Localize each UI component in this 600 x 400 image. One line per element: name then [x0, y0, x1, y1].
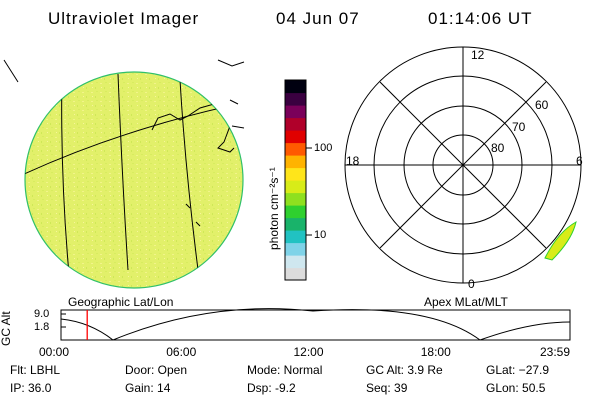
aurora-patch	[544, 221, 577, 261]
colorbar-band	[285, 130, 306, 144]
colorbar-band	[285, 155, 306, 169]
glon-label: GLon: 50.5	[486, 381, 546, 395]
glat-label: GLat: −27.9	[486, 363, 550, 377]
mlt-diagonal	[379, 81, 547, 249]
colorbar	[284, 79, 312, 281]
mode-label: Mode: Normal	[247, 363, 323, 377]
coastline-outside	[3, 59, 245, 129]
door-label: Door: Open	[125, 363, 188, 377]
alt-tick-lo: 1.8	[34, 321, 50, 333]
colorbar-band	[285, 105, 306, 119]
time-tick-label: 00:00	[39, 345, 70, 359]
colorbar-tick-100: 100	[314, 142, 333, 154]
gain-label: Gain: 14	[125, 381, 171, 395]
colorbar-band	[285, 167, 306, 181]
altitude-curve	[60, 308, 571, 341]
mlt-12-label: 12	[471, 48, 485, 62]
gc-alt-label: GC Alt: 3.9 Re	[366, 363, 443, 377]
date-label: 04 Jun 07	[276, 9, 360, 28]
mlt-6-label: 6	[576, 154, 583, 168]
colorbar-band	[285, 80, 306, 94]
ip-label: IP: 36.0	[10, 381, 52, 395]
time-tick-label: 12:00	[293, 345, 324, 359]
mlt-18-label: 18	[346, 154, 360, 168]
colorbar-band	[285, 117, 306, 131]
colorbar-band	[285, 92, 306, 106]
colorbar-band	[285, 217, 306, 231]
colorbar-band	[285, 230, 306, 244]
longitude-line	[179, 79, 201, 286]
geographic-caption: Geographic Lat/Lon	[68, 295, 174, 309]
filter-label: Flt: LBHL	[10, 363, 61, 377]
mlat-70-label: 70	[512, 120, 526, 134]
colorbar-band	[285, 255, 306, 269]
colorbar-unit-label: photon cm⁻²s⁻¹	[267, 167, 281, 250]
polar-plot	[344, 46, 582, 284]
gc-alt-axis-label: GC Alt	[0, 311, 13, 346]
time-label: 01:14:06 UT	[428, 9, 533, 28]
colorbar-band	[285, 267, 306, 281]
colorbar-band	[285, 192, 306, 206]
colorbar-band	[285, 180, 306, 194]
dsp-label: Dsp: -9.2	[247, 381, 296, 395]
time-tick-label: 18:00	[420, 345, 451, 359]
seq-label: Seq: 39	[366, 381, 408, 395]
latitude-line	[25, 103, 239, 176]
instrument-title: Ultraviolet Imager	[48, 9, 200, 28]
mlat-60-label: 60	[535, 98, 549, 112]
colorbar-band	[285, 205, 306, 219]
alt-tick-hi: 9.0	[34, 308, 50, 320]
mlt-0-label: 0	[468, 277, 475, 291]
apex-caption: Apex MLat/MLT	[424, 295, 508, 309]
mlat-80-label: 80	[491, 141, 505, 155]
colorbar-tick-10: 10	[314, 229, 327, 241]
colorbar-band	[285, 142, 306, 156]
altitude-strip	[60, 308, 571, 341]
longitude-line	[117, 73, 129, 271]
geographic-image	[3, 59, 245, 289]
time-tick-label: 06:00	[166, 345, 197, 359]
colorbar-band	[285, 242, 306, 256]
time-tick-label: 23:59	[540, 345, 571, 359]
